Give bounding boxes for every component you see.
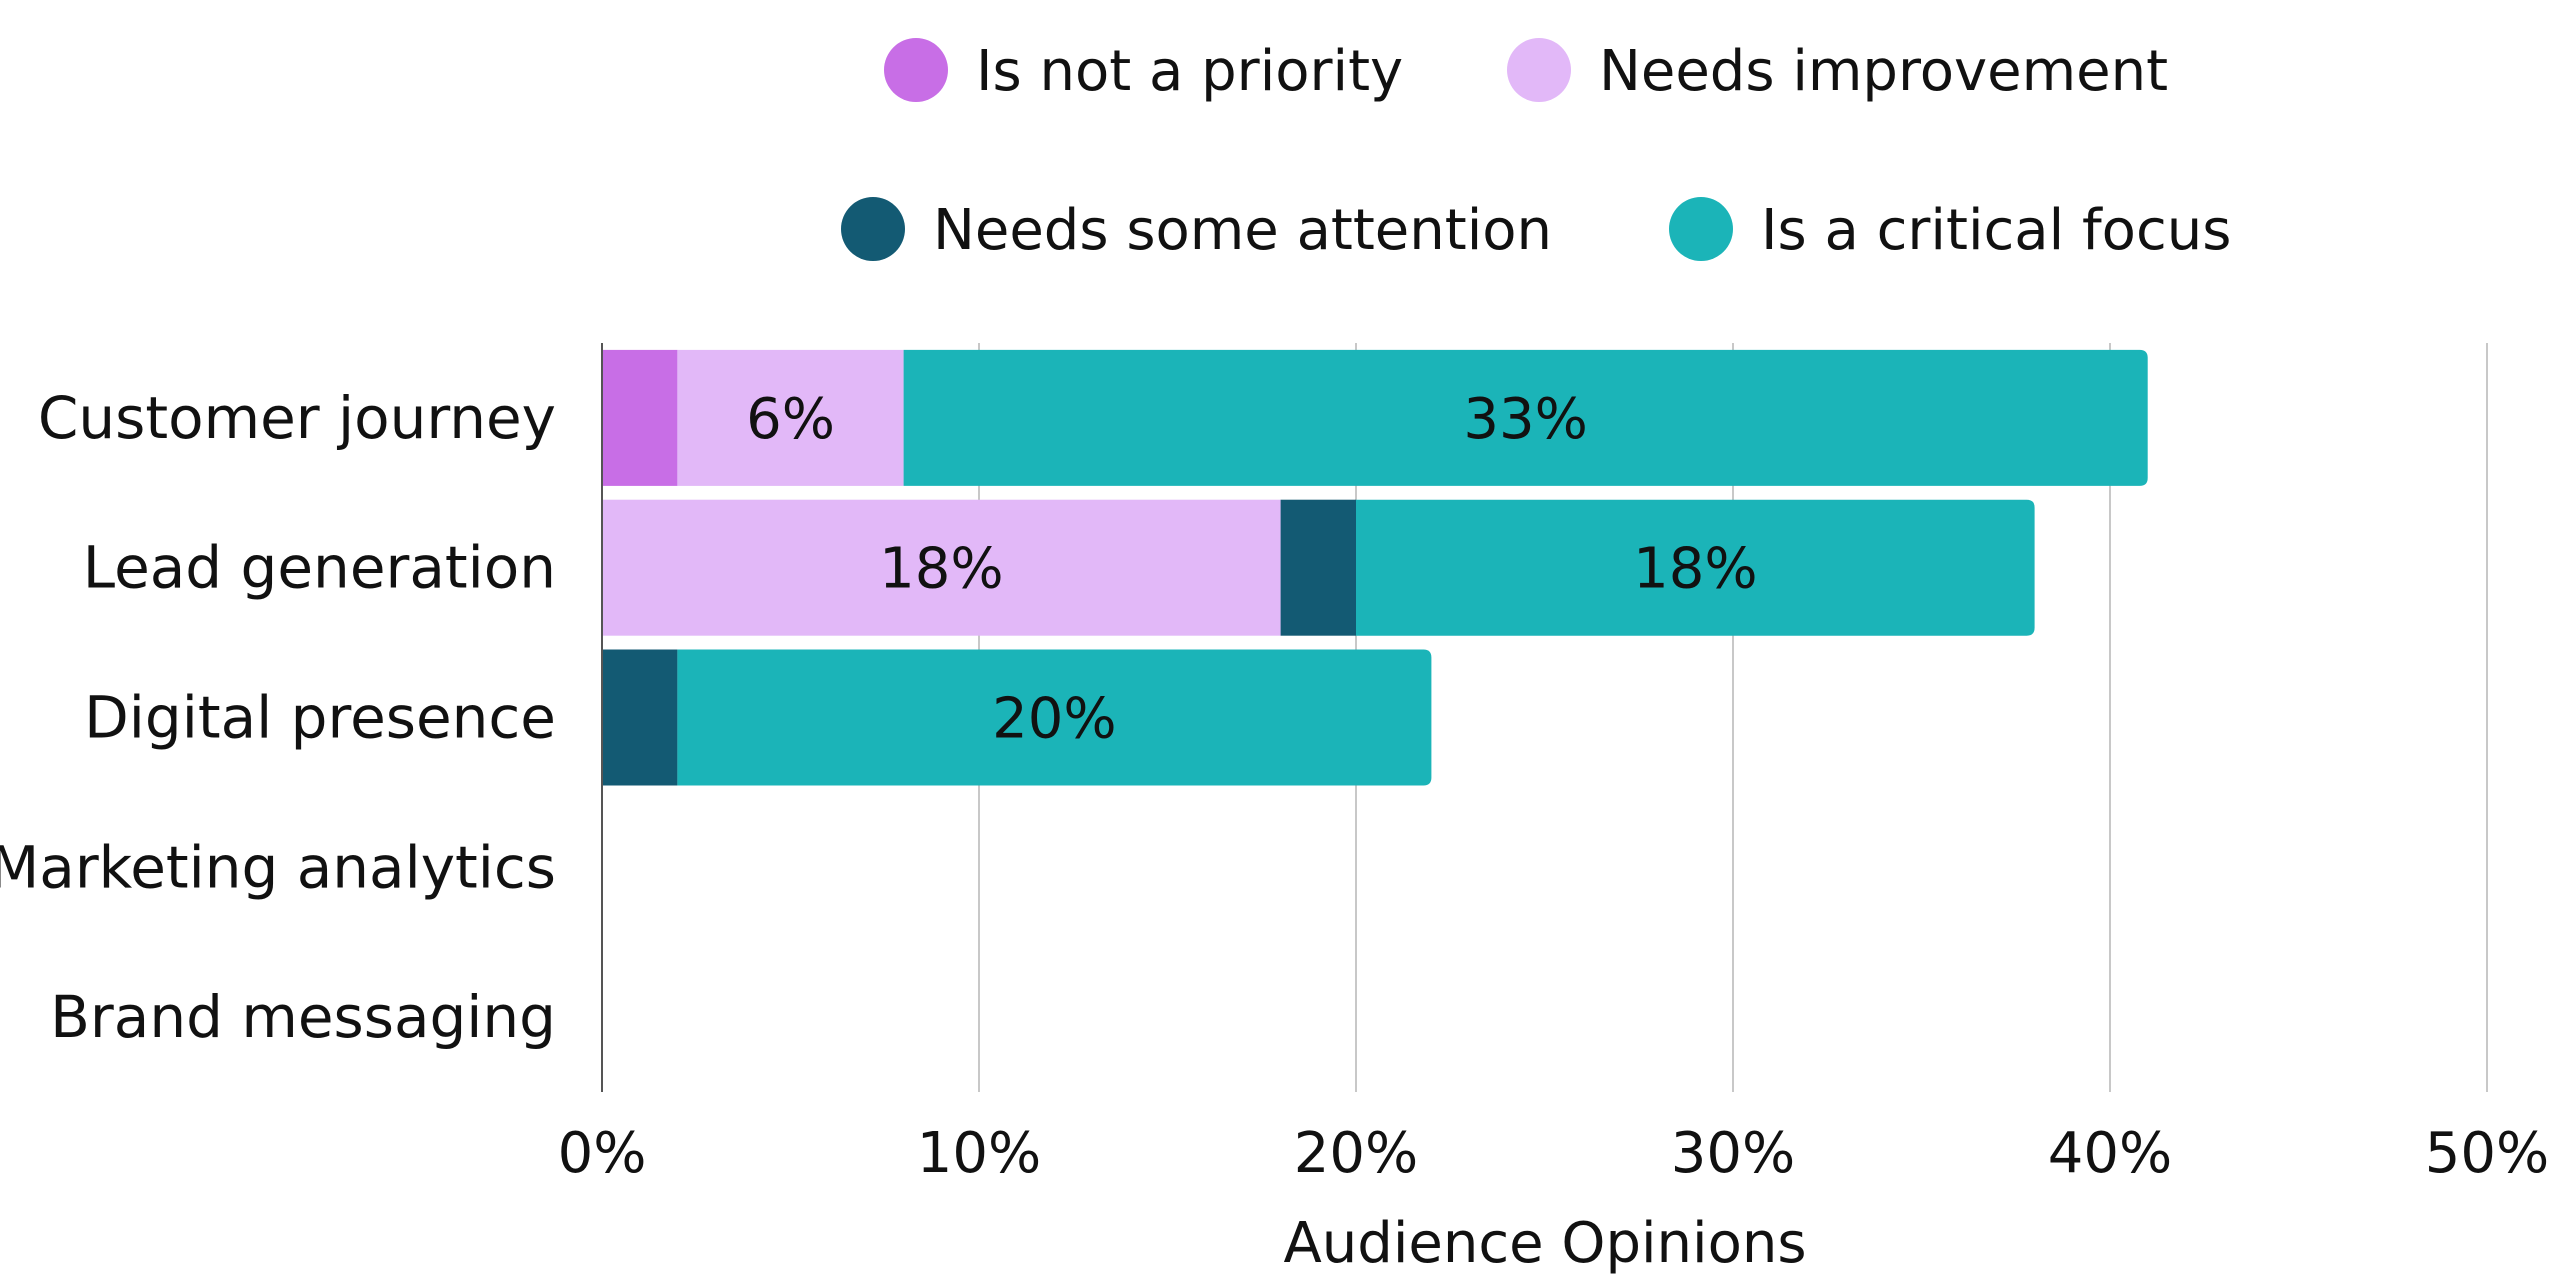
legend-item-needs-some-attention: Needs some attention [841,197,1552,263]
bar-digital-presence-is-a-critical-focus [677,649,1432,786]
bar-customer-journey-needs-improvement [677,349,904,486]
category-label-customer-journey: Customer journey [38,384,556,452]
data-label-digital-presence-is-a-critical-focus: 20% [992,687,1116,752]
data-label-lead-generation-is-a-critical-focus: 18% [1633,537,1757,602]
bars [602,349,2148,786]
legend-item-is-a-critical-focus: Is a critical focus [1669,197,2231,263]
category-label-digital-presence: Digital presence [84,684,556,752]
bar-customer-journey-is-not-a-priority [602,349,678,486]
bar-lead-generation-needs-improvement [602,499,1281,636]
x-tick-label-20: 20% [1294,1121,1418,1186]
labels: 6% 33% Customer journey 18% 18% Lead generati… [0,384,2549,1186]
x-tick-label-30: 30% [1671,1121,1795,1186]
legend-label-is-a-critical-focus: Is a critical focus [1761,198,2231,263]
data-label-customer-journey-needs-improvement: 6% [746,387,835,452]
legend-swatch-needs-some-attention [841,197,905,261]
bar-lead-generation-is-a-critical-focus [1356,499,2035,636]
bar-lead-generation-needs-some-attention [1280,499,1356,636]
data-label-customer-journey-is-a-critical-focus: 33% [1463,387,1587,452]
bar-customer-journey-is-a-critical-focus [903,349,2148,486]
data-label-lead-generation-needs-improvement: 18% [879,537,1003,602]
bar-digital-presence-needs-some-attention [602,649,678,786]
x-tick-label-0: 0% [558,1121,647,1186]
legend-item-needs-improvement: Needs improvement [1507,38,2168,104]
legend-label-needs-improvement: Needs improvement [1599,39,2168,104]
x-tick-label-40: 40% [2048,1121,2172,1186]
category-label-lead-generation: Lead generation [83,534,556,602]
legend-swatch-is-not-a-priority [884,38,948,102]
x-tick-label-50: 50% [2425,1121,2549,1186]
x-axis-title: Audience Opinions [1283,1211,1806,1276]
category-label-marketing-analytics: Marketing analytics [0,833,556,901]
legend-label-is-not-a-priority: Is not a priority [976,39,1403,104]
legend-item-is-not-a-priority: Is not a priority [884,38,1403,104]
legend-swatch-needs-improvement [1507,38,1571,102]
legend-label-needs-some-attention: Needs some attention [933,198,1552,263]
category-label-brand-messaging: Brand messaging [50,983,556,1051]
legend: Is not a priority Needs improvement Needs … [841,38,2231,263]
x-tick-label-10: 10% [917,1121,1041,1186]
legend-swatch-is-a-critical-focus [1669,197,1733,261]
